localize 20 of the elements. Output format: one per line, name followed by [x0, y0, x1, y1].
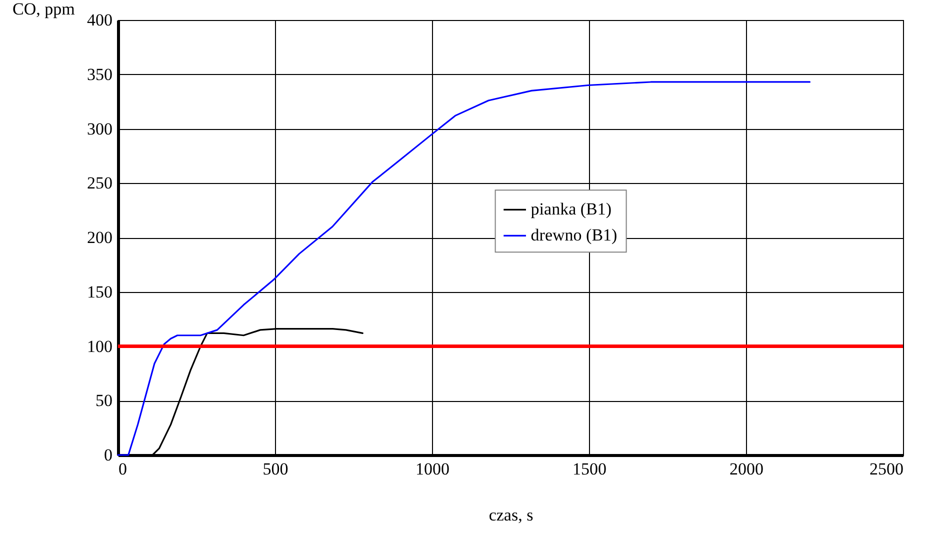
- y-tick-label: 100: [87, 336, 112, 356]
- x-tick-label: 2500: [870, 460, 904, 478]
- y-tick-label: 400: [87, 10, 112, 30]
- x-axis-title: czas, s: [488, 506, 534, 524]
- y-tick-label: 350: [87, 64, 112, 84]
- x-tick-label: 1000: [416, 460, 450, 478]
- x-tick-label: 0: [118, 460, 127, 478]
- legend-label: drewno (B1): [530, 226, 618, 245]
- y-tick-label: 0: [104, 446, 112, 464]
- x-tick-label: 1500: [572, 460, 606, 478]
- y-tick-label: 250: [87, 174, 112, 193]
- legend-label: pianka (B1): [530, 200, 612, 219]
- x-tick-label: 2000: [730, 460, 764, 478]
- y-tick-label: 150: [87, 282, 112, 302]
- y-tick-label: 300: [87, 119, 112, 138]
- y-tick-label: 50: [96, 391, 112, 410]
- x-tick-label: 500: [262, 460, 288, 478]
- y-axis-title: CO, ppm: [12, 0, 75, 18]
- y-tick-label: 200: [87, 228, 112, 247]
- line-series: [117, 81, 811, 456]
